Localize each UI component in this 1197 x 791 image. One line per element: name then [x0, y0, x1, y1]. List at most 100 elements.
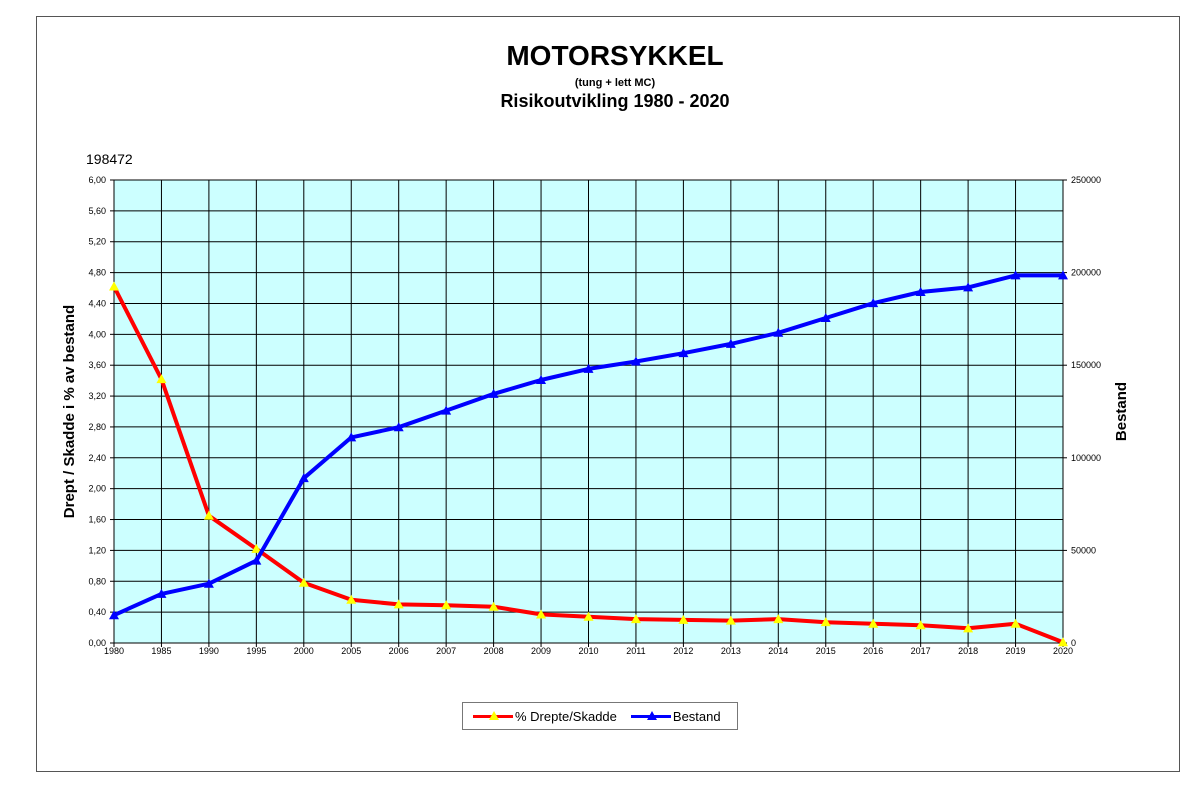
x-tick-label: 2009	[531, 646, 551, 656]
data-point-drepte	[393, 599, 404, 609]
data-point-bestand	[536, 375, 547, 385]
y-left-tick-label: 2,40	[88, 453, 106, 463]
data-point-bestand	[109, 610, 119, 620]
y-right-tick-label: 50000	[1071, 545, 1096, 555]
data-point-bestand	[298, 473, 309, 483]
data-point-drepte	[820, 617, 831, 627]
data-point-bestand	[820, 312, 831, 322]
y-left-tick-label: 1,60	[88, 515, 106, 525]
data-point-bestand	[773, 327, 784, 337]
data-point-bestand	[1010, 270, 1021, 280]
y-right-tick-label: 200000	[1071, 268, 1101, 278]
data-point-drepte	[725, 615, 736, 625]
y-left-tick-label: 5,60	[88, 206, 106, 216]
x-tick-label: 1985	[151, 646, 171, 656]
x-tick-label: 2007	[436, 646, 456, 656]
y-right-tick-label: 100000	[1071, 453, 1101, 463]
x-tick-label: 2012	[673, 646, 693, 656]
chart-subtitle-period: Risikoutvikling 1980 - 2020	[500, 91, 730, 111]
legend-marker-drepte	[489, 711, 499, 720]
y-left-tick-label: 1,20	[88, 545, 106, 555]
data-point-drepte	[583, 611, 594, 621]
legend-item-bestand: Bestand	[630, 708, 721, 724]
data-point-bestand	[346, 432, 357, 442]
x-tick-label: 2013	[721, 646, 741, 656]
data-point-drepte	[868, 618, 879, 628]
legend-marker-bestand	[646, 711, 657, 720]
y-right-tick-label: 250000	[1071, 175, 1101, 185]
y-left-tick-label: 0,40	[88, 607, 106, 617]
data-point-drepte	[203, 510, 214, 520]
y-left-tick-label: 2,00	[88, 484, 106, 494]
legend-label-bestand: Bestand	[672, 708, 721, 724]
data-point-drepte	[963, 623, 974, 633]
x-tick-label: 2019	[1006, 646, 1026, 656]
legend-label-drepte: % Drepte/Skadde	[515, 708, 617, 724]
data-point-drepte	[1058, 637, 1068, 647]
y-left-tick-label: 2,80	[88, 422, 106, 432]
legend-item-drepte: % Drepte/Skadde	[473, 709, 617, 724]
data-point-bestand	[441, 405, 452, 415]
legend-swatch-drepte	[473, 710, 513, 722]
data-point-drepte	[1010, 618, 1021, 628]
y-left-tick-label: 4,40	[88, 298, 106, 308]
x-tick-label: 2015	[816, 646, 836, 656]
x-tick-label: 2011	[626, 646, 645, 656]
x-tick-label: 2006	[389, 646, 409, 656]
data-point-drepte	[915, 620, 926, 630]
y-right-tick-label: 150000	[1071, 360, 1101, 370]
data-point-bestand	[251, 555, 262, 565]
y-left-tick-label: 3,60	[88, 360, 106, 370]
x-tick-label: 2016	[863, 646, 883, 656]
data-point-drepte	[346, 594, 357, 604]
y-left-tick-label: 6,00	[88, 175, 106, 185]
y-left-tick-label: 5,20	[88, 237, 106, 247]
x-tick-label: 1980	[104, 646, 124, 656]
data-point-drepte	[536, 609, 547, 619]
y-right-tick-label: 0	[1071, 638, 1076, 648]
x-tick-label: 2008	[484, 646, 504, 656]
data-point-drepte	[156, 374, 167, 384]
x-tick-label: 2017	[911, 646, 931, 656]
x-tick-label: 2014	[768, 646, 788, 656]
data-point-drepte	[678, 614, 689, 624]
data-point-bestand	[203, 578, 214, 588]
data-point-bestand	[868, 298, 879, 308]
data-point-drepte	[298, 577, 309, 587]
x-tick-label: 2010	[578, 646, 598, 656]
y-left-axis-label: Drept / Skadde i % av bestand	[61, 305, 78, 518]
data-point-bestand	[156, 588, 167, 598]
data-point-bestand	[488, 388, 499, 398]
data-point-bestand	[1058, 270, 1068, 280]
data-point-drepte	[251, 543, 262, 553]
data-point-bestand	[725, 338, 736, 348]
x-tick-label: 1995	[246, 646, 266, 656]
y-left-tick-label: 4,80	[88, 268, 106, 278]
x-tick-label: 1990	[199, 646, 219, 656]
y-left-tick-label: 0,00	[88, 638, 106, 648]
y-right-axis-label: Bestand	[1113, 382, 1130, 441]
y-left-tick-label: 3,20	[88, 391, 106, 401]
x-tick-label: 2018	[958, 646, 978, 656]
data-point-drepte	[441, 600, 452, 610]
data-point-bestand	[393, 422, 404, 432]
y-left-tick-label: 0,80	[88, 576, 106, 586]
corner-value-label: 198472	[86, 151, 133, 167]
data-point-drepte	[488, 601, 499, 611]
x-tick-label: 2020	[1053, 646, 1073, 656]
data-point-bestand	[915, 287, 926, 297]
y-left-tick-label: 4,00	[88, 329, 106, 339]
data-point-drepte	[109, 281, 119, 291]
data-point-bestand	[583, 363, 594, 373]
data-point-drepte	[773, 614, 784, 624]
chart-subtitle: (tung + lett MC)	[574, 77, 656, 89]
x-tick-label: 2005	[341, 646, 361, 656]
legend-swatch-bestand	[630, 710, 671, 722]
data-point-bestand	[630, 356, 641, 366]
x-tick-label: 2000	[294, 646, 314, 656]
data-point-bestand	[963, 282, 974, 292]
chart-title: MOTORSYKKEL	[506, 40, 724, 71]
data-point-drepte	[630, 614, 641, 624]
chart-legend: % Drepte/Skadde Bestand	[462, 702, 738, 730]
